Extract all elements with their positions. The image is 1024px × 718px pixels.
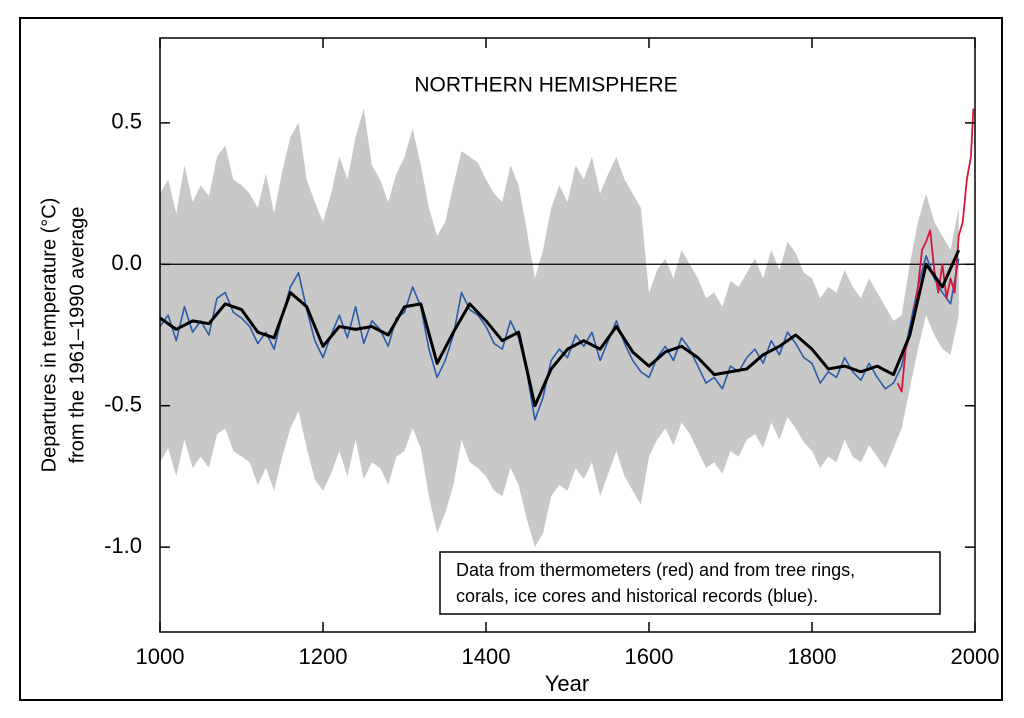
plot-area: [159, 108, 975, 548]
x-tick-label: 1200: [299, 644, 348, 669]
x-axis-label: Year: [545, 671, 589, 696]
x-tick-label: 1600: [625, 644, 674, 669]
y-axis-label: Departures in temperature (°C): [38, 198, 60, 473]
annotation: corals, ice cores and historical records…: [456, 586, 818, 606]
series-line: [159, 255, 960, 421]
x-tick-label: 1400: [462, 644, 511, 669]
annotation: Data from thermometers (red) and from tr…: [456, 560, 855, 580]
plot-border: [159, 37, 976, 633]
series-line: [159, 249, 961, 408]
chart-title: NORTHERN HEMISPHERE: [414, 74, 677, 97]
y-tick-label: -1.0: [104, 533, 142, 558]
annotation-box: [439, 551, 941, 615]
y-axis-label: from the 1961–1990 average: [66, 207, 88, 464]
x-tick-label: 2000: [951, 644, 1000, 669]
y-tick-label: -0.5: [104, 392, 142, 417]
y-tick-label: 0.5: [111, 109, 142, 134]
x-tick-label: 1800: [788, 644, 837, 669]
uncertainty-band: [160, 108, 959, 548]
y-tick-label: 0.0: [111, 250, 142, 275]
x-tick-label: 1000: [136, 644, 185, 669]
